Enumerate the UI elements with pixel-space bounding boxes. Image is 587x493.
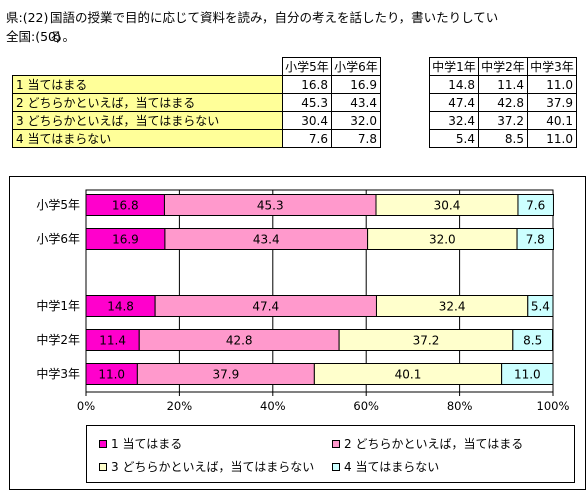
legend-swatch (332, 462, 340, 471)
data-label: 16.8 (112, 199, 139, 213)
data-label: 14.8 (107, 300, 134, 314)
data-label: 11.0 (98, 368, 125, 382)
col-header: 小学6年 (331, 57, 381, 76)
table-cell: 14.8 (429, 75, 479, 94)
table-cell: 45.3 (282, 93, 332, 112)
category-label: 小学5年 (36, 197, 80, 212)
table-row: 2 どちらかといえば，当てはまる 45.3 43.4 47.4 42.8 37.… (12, 93, 577, 112)
data-label: 45.3 (257, 199, 284, 213)
question-text: 国語の授業で目的に応じて資料を読み，自分の考えを話したり，書いたりしてい (50, 10, 499, 25)
table-cell: 43.4 (331, 93, 381, 112)
table-row: 4 当てはまらない 7.6 7.8 5.4 8.5 11.0 (12, 129, 577, 148)
table-cell: 11.0 (527, 75, 577, 94)
data-label: 37.9 (213, 368, 240, 382)
data-label: 40.1 (395, 368, 422, 382)
data-label: 16.9 (112, 233, 139, 247)
category-label: 中学2年 (36, 332, 80, 347)
legend-swatch (332, 439, 340, 448)
header-line-1: 県:(22) 国語の授業で目的に応じて資料を読み，自分の考えを話したり，書いたりし… (6, 8, 586, 27)
table-cell: 16.9 (331, 75, 381, 94)
col-header: 小学5年 (282, 57, 332, 76)
legend-item: 4 当てはまらない (332, 458, 439, 475)
category-label: 中学3年 (36, 366, 80, 381)
bar-segment (527, 295, 554, 317)
row-label: 1 当てはまる (12, 75, 283, 94)
chart-legend: 1 当てはまる 2 どちらかといえば，当てはまる 3 どちらかといえば，当てはまらな… (86, 425, 575, 483)
question-header: 県:(22) 国語の授業で目的に応じて資料を読み，自分の考えを話したり，書いたりし… (6, 8, 586, 46)
legend-swatch (99, 439, 107, 448)
col-header: 中学2年 (478, 57, 528, 76)
question-text-cont: る。 (50, 29, 76, 44)
plot-area (85, 189, 554, 393)
data-label: 8.5 (523, 334, 542, 348)
legend-item: 1 当てはまる (99, 435, 182, 452)
data-label: 47.4 (252, 300, 279, 314)
bar-segment (512, 329, 554, 351)
data-label: 43.4 (253, 233, 280, 247)
data-label: 11.4 (99, 334, 126, 348)
data-label: 37.2 (413, 334, 440, 348)
legend-label: 4 当てはまらない (344, 460, 440, 474)
national-count: 全国:(50) (6, 29, 61, 44)
data-label: 7.8 (526, 233, 545, 247)
legend-item: 3 どちらかといえば，当てはまらない (99, 458, 314, 475)
data-label: 30.4 (434, 199, 461, 213)
table-cell: 32.4 (429, 111, 479, 130)
table-cell: 7.6 (282, 129, 332, 148)
bar-segment (517, 194, 554, 216)
data-label: 5.4 (531, 300, 550, 314)
data-label: 32.4 (439, 300, 466, 314)
bar-segment (516, 228, 554, 250)
data-label: 7.6 (526, 199, 545, 213)
col-header: 中学3年 (527, 57, 577, 76)
bar-segment (501, 363, 554, 385)
data-label: 11.0 (514, 368, 541, 382)
legend-label: 2 どちらかといえば，当てはまる (344, 437, 524, 451)
legend-label: 1 当てはまる (111, 437, 183, 451)
legend-label: 3 どちらかといえば，当てはまらない (111, 460, 315, 474)
table-header-row: 小学5年 小学6年 中学1年 中学2年 中学3年 (12, 57, 577, 76)
table-cell: 11.0 (527, 129, 577, 148)
table-cell: 5.4 (429, 129, 479, 148)
category-label: 中学1年 (36, 298, 80, 313)
table-cell: 11.4 (478, 75, 528, 94)
x-tick-label: 60% (353, 399, 379, 413)
data-label: 42.8 (226, 334, 253, 348)
legend-item: 2 どちらかといえば，当てはまる (332, 435, 523, 452)
table-row: 1 当てはまる 16.8 16.9 14.8 11.4 11.0 (12, 75, 577, 94)
header-line-2: 全国:(50)る。 (6, 27, 586, 46)
col-header: 中学1年 (429, 57, 479, 76)
x-tick-label: 100% (537, 399, 570, 413)
row-label: 3 どちらかといえば，当てはまらない (12, 111, 283, 130)
table-cell: 7.8 (331, 129, 381, 148)
x-tick-label: 0% (77, 399, 95, 413)
legend-swatch (99, 462, 107, 471)
category-label: 小学6年 (36, 231, 80, 246)
x-tick-label: 40% (260, 399, 286, 413)
x-tick-label: 80% (447, 399, 473, 413)
survey-table: 小学5年 小学6年 中学1年 中学2年 中学3年 1 当てはまる 16.8 16… (12, 57, 577, 148)
data-label: 32.0 (429, 233, 456, 247)
prefecture-count: 県:(22) (6, 10, 49, 25)
x-tick-label: 20% (167, 399, 193, 413)
